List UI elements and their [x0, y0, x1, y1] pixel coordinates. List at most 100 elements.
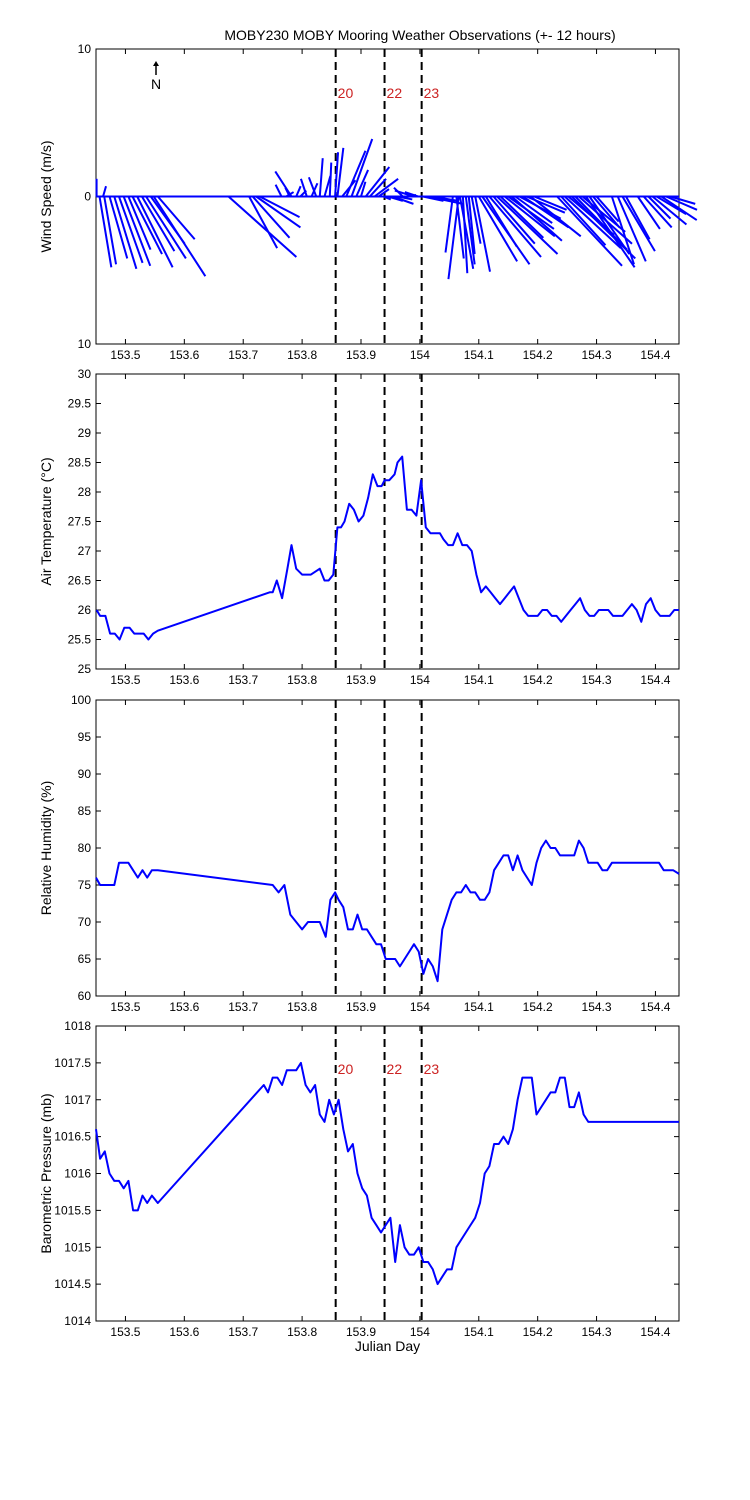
wind-vector — [383, 195, 392, 201]
humidity-ylabel: Relative Humidity (%) — [38, 781, 54, 916]
temp-xtick-label: 154.1 — [464, 673, 494, 687]
wind-vector — [511, 195, 563, 242]
humidity-ytick-label: 100 — [71, 693, 91, 707]
wind-vector — [625, 196, 651, 240]
pressure-ytick-label: 1017.5 — [54, 1056, 91, 1070]
pressure-xtick-label: 153.6 — [169, 1325, 199, 1339]
humidity-ytick-label: 60 — [78, 989, 92, 1003]
humidity-ytick-label: 75 — [78, 878, 92, 892]
pressure-xlabel: Julian Day — [355, 1338, 420, 1354]
pressure-ytick-label: 1016 — [64, 1167, 91, 1181]
temp-panel: 153.5 153.6 153.7 153.8 153.9 154 154.1 154.2 15… — [38, 367, 680, 687]
humidity-ytick-label: 95 — [78, 730, 92, 744]
temp-xtick-label: 154 — [410, 673, 430, 687]
wind-vector — [467, 196, 476, 255]
wind-vector — [108, 196, 129, 259]
temp-xtick-label: 153.9 — [346, 673, 376, 687]
pressure-xtick-label: 154.1 — [464, 1325, 494, 1339]
pressure-xtick-label: 153.8 — [287, 1325, 317, 1339]
wind-vector — [461, 196, 469, 274]
wind-vector — [595, 195, 620, 223]
wind-vector — [274, 184, 283, 197]
wind-xtick-label: 153.8 — [287, 348, 317, 362]
pressure-event-marker-label: 22 — [387, 1061, 403, 1077]
pressure-ytick-label: 1015.5 — [54, 1203, 91, 1217]
wind-vector — [251, 195, 291, 239]
pressure-panel: 153.5 153.6 153.7 153.8 153.9 154 154.1 154.2 15… — [38, 1019, 680, 1354]
pressure-xtick-label: 153.7 — [228, 1325, 258, 1339]
temp-ytick-label: 25.5 — [68, 633, 92, 647]
pressure-ytick-label: 1014.5 — [54, 1277, 91, 1291]
wind-vector — [660, 195, 698, 221]
wind-vector — [592, 195, 621, 229]
pressure-event-marker-label: 23 — [424, 1061, 440, 1077]
temp-ytick-label: 29.5 — [68, 397, 92, 411]
wind-vector — [447, 196, 460, 280]
pressure-ytick-label: 1016.5 — [54, 1130, 91, 1144]
wind-vector — [136, 196, 174, 268]
wind-vector — [259, 195, 300, 219]
pressure-event-marker-label: 20 — [338, 1061, 354, 1077]
temp-ytick-label: 27.5 — [68, 515, 92, 529]
wind-vector — [656, 195, 687, 216]
wind-vector — [616, 196, 647, 262]
humidity-xtick-label: 154.3 — [582, 1000, 612, 1014]
wind-vector — [98, 196, 113, 268]
wind-vector — [564, 195, 622, 249]
humidity-xtick-label: 154 — [410, 1000, 430, 1014]
humidity-xtick-label: 153.6 — [169, 1000, 199, 1014]
wind-xtick-label: 153.6 — [169, 348, 199, 362]
wind-vector — [350, 138, 374, 197]
humidity-xtick-label: 153.9 — [346, 1000, 376, 1014]
temp-ytick-label: 26 — [78, 603, 92, 617]
wind-vector — [669, 195, 696, 205]
humidity-xtick-label: 153.7 — [228, 1000, 258, 1014]
wind-vector — [392, 195, 414, 205]
humidity-ytick-label: 90 — [78, 767, 92, 781]
wind-vector — [422, 195, 444, 202]
wind-vector — [127, 196, 152, 250]
wind-vector — [360, 181, 367, 197]
wind-xtick-label: 153.7 — [228, 348, 258, 362]
wind-vector — [345, 150, 367, 197]
wind-vector — [113, 196, 138, 270]
wind-vector — [470, 196, 482, 244]
wind-vector — [651, 195, 688, 226]
temp-xtick-label: 154.2 — [523, 673, 553, 687]
humidity-xtick-label: 154.1 — [464, 1000, 494, 1014]
wind-vector — [274, 170, 293, 198]
pressure-xtick-label: 154.3 — [582, 1325, 612, 1339]
pressure-ylabel: Barometric Pressure (mb) — [38, 1093, 54, 1253]
pressure-xtick-label: 154.2 — [523, 1325, 553, 1339]
wind-vector — [496, 195, 559, 255]
wind-vector — [364, 166, 391, 198]
temp-ytick-label: 26.5 — [68, 574, 92, 588]
wind-ytick-label: 0 — [84, 190, 91, 204]
wind-vector — [378, 188, 390, 198]
humidity-xtick-label: 153.8 — [287, 1000, 317, 1014]
wind-vector — [307, 176, 318, 197]
temp-xtick-label: 153.7 — [228, 673, 258, 687]
wind-vector — [642, 195, 673, 229]
humidity-series-line — [95, 839, 680, 983]
temp-ytick-label: 27 — [78, 544, 92, 558]
humidity-ytick-label: 70 — [78, 915, 92, 929]
wind-vector — [621, 195, 656, 252]
temp-ytick-label: 29 — [78, 426, 92, 440]
temp-ytick-label: 28.5 — [68, 456, 92, 470]
humidity-xtick-label: 154.4 — [640, 1000, 670, 1014]
pressure-ytick-label: 1018 — [64, 1019, 91, 1033]
pressure-series-line — [95, 1061, 679, 1286]
wind-vector — [514, 195, 553, 224]
wind-vector — [328, 162, 333, 197]
wind-ylabel: Wind Speed (m/s) — [38, 140, 54, 252]
wind-vector — [122, 196, 152, 267]
wind-xtick-label: 154.3 — [582, 348, 612, 362]
wind-vector — [227, 195, 298, 258]
pressure-xtick-label: 154.4 — [640, 1325, 670, 1339]
humidity-xtick-label: 154.2 — [523, 1000, 553, 1014]
wind-vector — [560, 195, 607, 246]
wind-ytick-label: 10 — [78, 337, 92, 351]
wind-xtick-label: 153.9 — [346, 348, 376, 362]
